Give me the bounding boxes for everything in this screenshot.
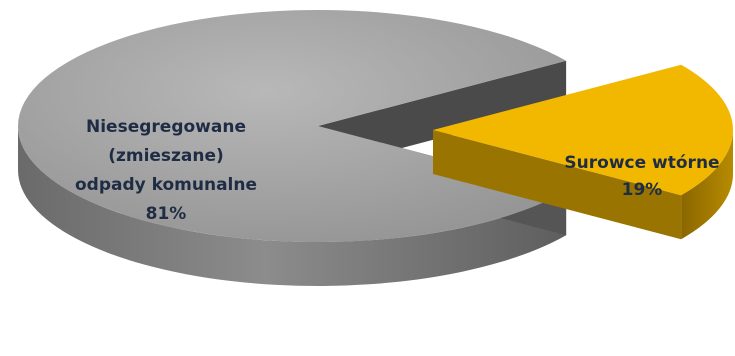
slice-surowce-wtorne [433,64,733,196]
data-label-surowce-wtorne: Surowce wtórne 19% [564,153,719,200]
slice-cut-face-surowce [433,130,682,240]
data-label-niesegregowane: Niesegregowane (zmieszane) odpady komunaln… [75,117,257,224]
slice-side-niesegregowane [18,126,567,286]
slice-side-surowce [681,130,733,240]
slice-niesegregowane [17,9,567,243]
